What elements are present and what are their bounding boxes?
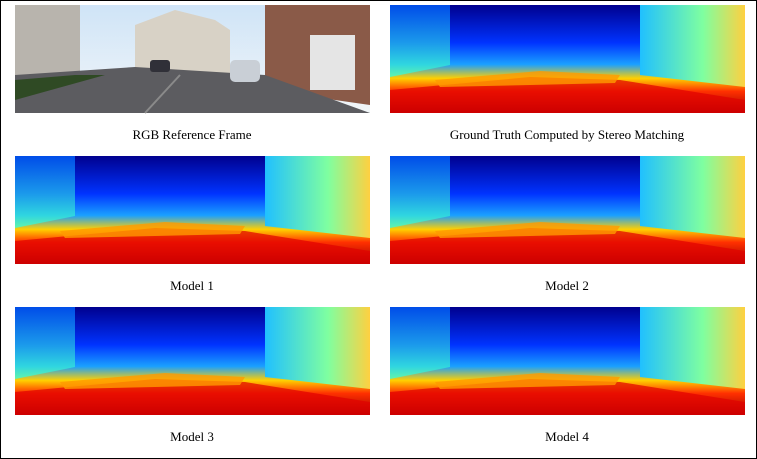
depth-map: [15, 307, 370, 415]
depth-map: [15, 156, 370, 264]
caption: Model 3: [170, 429, 214, 444]
caption: Model 4: [545, 429, 589, 444]
depth-map: [390, 156, 745, 264]
depth-map: [390, 307, 745, 415]
depth-map: [390, 5, 745, 113]
caption: Model 2: [545, 278, 589, 293]
caption: Ground Truth Computed by Stereo Matching: [450, 127, 685, 142]
caption: Model 1: [170, 278, 214, 293]
rgb-image: [15, 5, 370, 113]
figure: RGB Reference Frame Ground Truth Compute…: [0, 0, 757, 459]
caption: RGB Reference Frame: [132, 127, 251, 142]
